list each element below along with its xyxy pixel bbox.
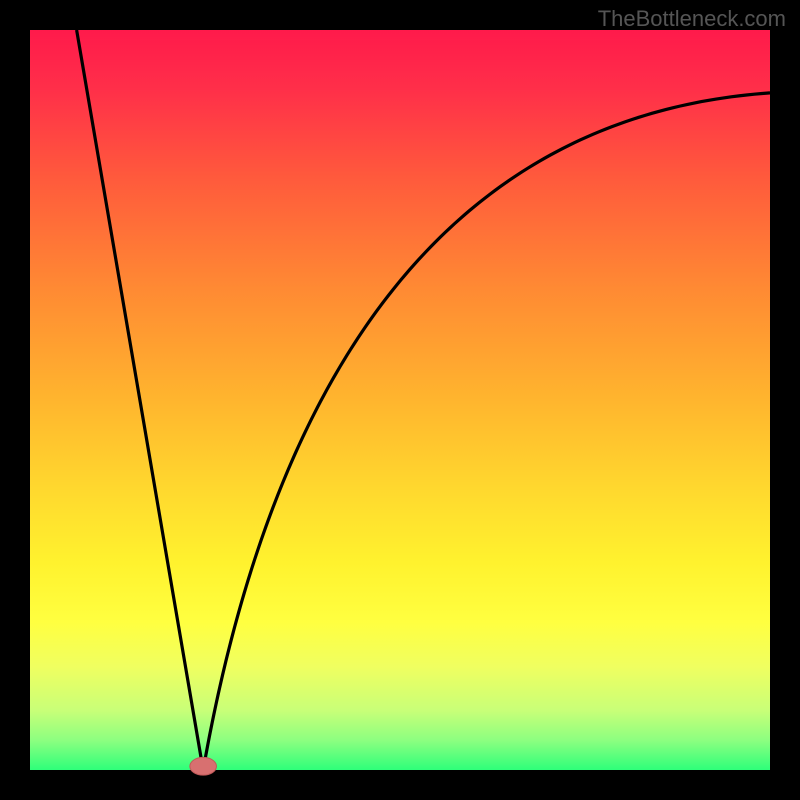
apex-marker: [190, 757, 217, 775]
bottleneck-curve-chart: [0, 0, 800, 800]
chart-container: TheBottleneck.com: [0, 0, 800, 800]
